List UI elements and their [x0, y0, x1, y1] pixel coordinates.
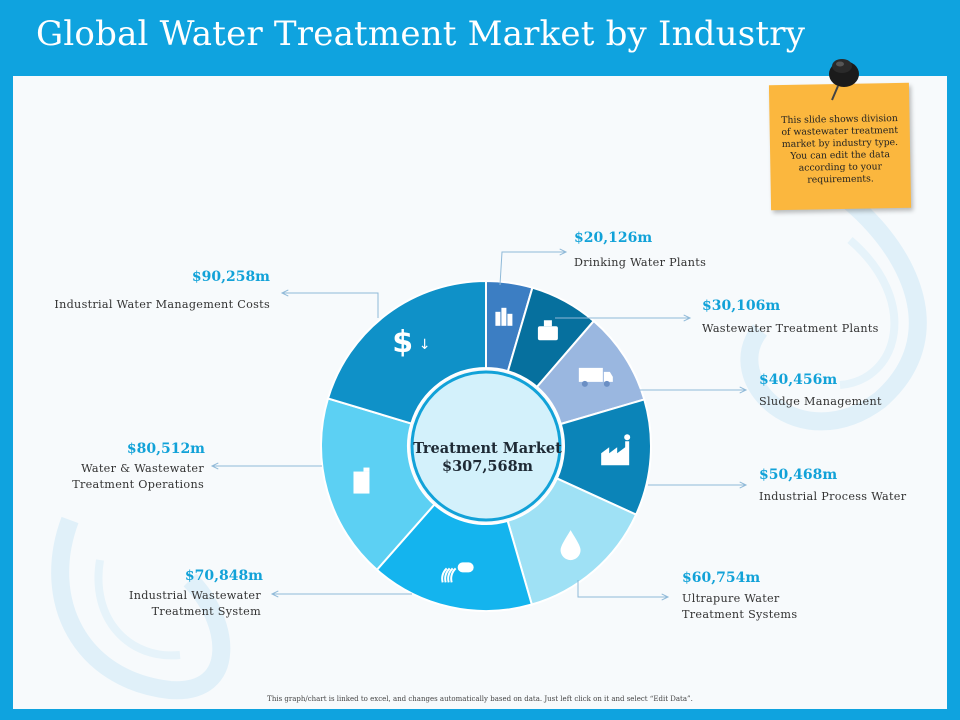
center-value: $307,568m [441, 458, 533, 475]
category-label: Sludge Management [759, 395, 882, 408]
category-label: Treatment System [151, 605, 261, 618]
leader-arrow [739, 481, 748, 489]
leader-arrow [739, 386, 748, 394]
svg-text:↓: ↓ [419, 337, 431, 353]
leader-arrow [661, 593, 670, 601]
category-label: Industrial Wastewater [128, 589, 261, 602]
leader-arrow [210, 462, 219, 470]
leader-arrow [559, 248, 568, 256]
category-label: Treatment Operations [72, 478, 204, 491]
category-label: Wastewater Treatment Plants [702, 322, 879, 335]
factory-icon [601, 434, 631, 466]
water-drop-icon [560, 530, 581, 561]
dollar-down-icon: $ ↓ [392, 325, 430, 360]
category-label: Industrial Process Water [759, 490, 907, 503]
truck-icon [578, 367, 613, 387]
category-label: Ultrapure Water [682, 592, 780, 605]
leader-line [282, 292, 379, 318]
value-label: $50,468m [759, 467, 838, 483]
footer-note: This graph/chart is linked to excel, and… [267, 695, 693, 703]
pie-slice [320, 397, 436, 572]
building-icon [495, 307, 513, 326]
value-label: $30,106m [702, 298, 781, 314]
leader-arrow [270, 590, 279, 598]
value-label: $60,754m [682, 570, 761, 586]
center-circle [410, 370, 562, 522]
pipe-water-icon [441, 562, 474, 583]
center-label: Treatment Market $307,568m [400, 440, 575, 476]
silo-icon [353, 467, 370, 494]
svg-text:$: $ [392, 325, 413, 360]
leader-arrow [683, 314, 692, 322]
slide-title: Global Water Treatment Market by Industr… [36, 14, 806, 54]
value-label: $80,512m [126, 441, 205, 457]
pushpin-icon [829, 59, 859, 101]
value-label: $70,848m [184, 568, 263, 584]
value-label: $20,126m [574, 230, 653, 246]
value-label: $40,456m [759, 372, 838, 388]
category-label: Water & Wastewater [81, 462, 204, 475]
pie-slice [326, 279, 487, 425]
category-label: Treatment Systems [682, 608, 798, 621]
value-label: $90,258m [191, 269, 270, 285]
leader-arrow [280, 289, 289, 297]
leader-line [499, 251, 566, 286]
center-title: Treatment Market [413, 440, 562, 457]
pie-slice [375, 503, 534, 612]
category-label: Industrial Water Management Costs [54, 298, 270, 311]
tank-icon [537, 320, 558, 341]
category-label: Drinking Water Plants [574, 256, 707, 269]
leader-line [577, 580, 668, 598]
